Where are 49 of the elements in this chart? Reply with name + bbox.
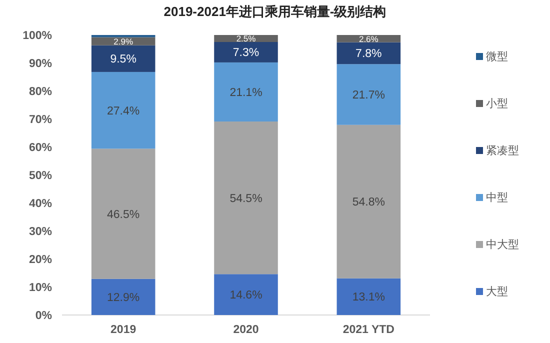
bar (336, 64, 401, 125)
y-tick-label: 70% (28, 114, 52, 126)
data-label: 2.9% (114, 36, 134, 46)
data-label: 9.5% (110, 54, 136, 66)
data-label: 14.6% (230, 290, 262, 302)
data-label: 7.8% (356, 48, 382, 60)
legend-label: 小型 (486, 97, 508, 110)
data-label: 46.5% (107, 208, 140, 221)
data-label: 21.7% (352, 90, 385, 102)
data-label: 54.5% (230, 192, 262, 205)
data-label: 12.9% (107, 292, 140, 304)
y-tick-label: 10% (28, 282, 52, 294)
data-label: 7.3% (232, 47, 260, 60)
x-tick-label: 2020 (233, 324, 259, 336)
bar (336, 42, 401, 64)
bar (91, 148, 156, 279)
y-tick-label: 50% (28, 170, 52, 182)
chart-title: 2019-2021年进口乘用车销量-级别结构 (164, 4, 386, 19)
bar (214, 122, 278, 274)
y-tick-label: 100% (22, 30, 52, 42)
data-label: 2.6% (358, 34, 379, 44)
y-tick-label: 90% (28, 58, 52, 70)
y-tick-label: 30% (28, 226, 52, 238)
data-label: 21.1% (230, 86, 262, 99)
y-tick-label: 60% (28, 142, 52, 154)
data-label: 2.5% (236, 34, 256, 44)
bar (214, 42, 278, 62)
y-tick-label: 40% (28, 198, 52, 210)
legend-label: 大型 (486, 285, 508, 298)
legend-label: 中大型 (486, 238, 519, 251)
y-tick-label: 0% (35, 310, 52, 322)
bar (214, 274, 278, 315)
data-label: 54.8% (352, 196, 385, 209)
x-tick-label: 2019 (110, 324, 136, 336)
bar (91, 45, 156, 72)
bar (336, 278, 401, 315)
bar (336, 124, 401, 278)
y-tick-label: 20% (28, 254, 52, 266)
y-tick-label: 80% (28, 86, 52, 98)
bar (91, 278, 156, 315)
data-label: 13.1% (352, 292, 385, 304)
legend-label: 中型 (486, 191, 508, 204)
x-tick-label: 2021 YTD (342, 324, 394, 336)
bar (91, 72, 156, 149)
legend-label: 微型 (486, 51, 508, 63)
data-label: 27.4% (107, 105, 140, 118)
bar (214, 62, 278, 122)
legend-label: 紧凑型 (486, 145, 519, 157)
bar (91, 37, 156, 46)
